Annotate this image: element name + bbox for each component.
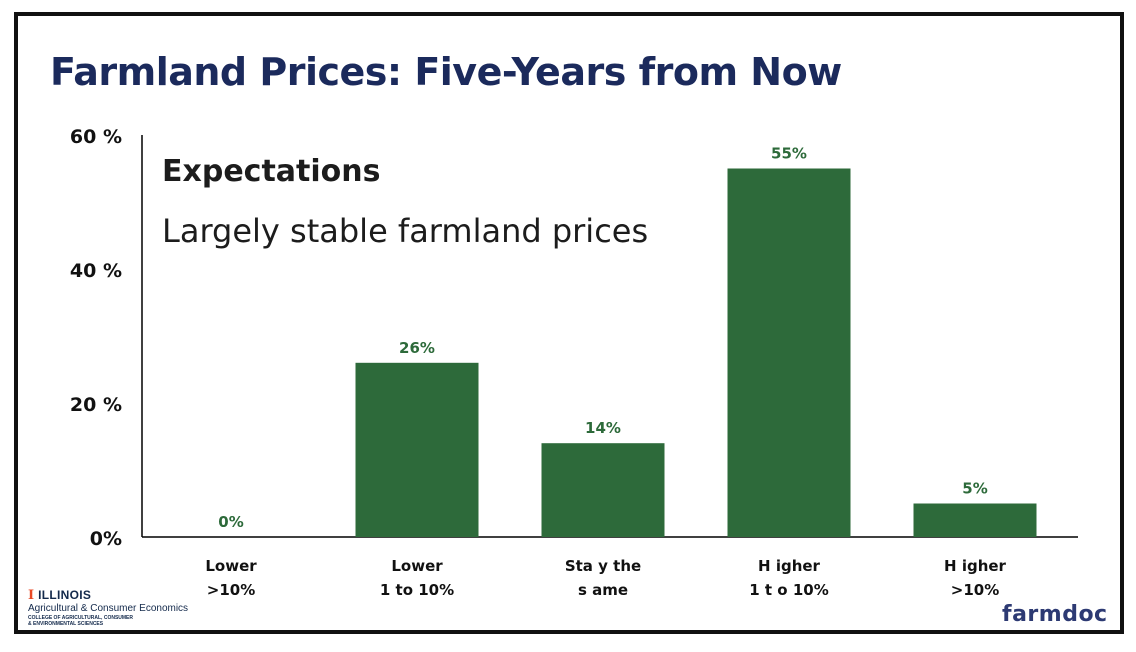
x-tick-label-4-line-1: H igher: [758, 557, 821, 575]
x-tick-label-5-line-2: >10%: [951, 581, 999, 599]
bar-5: [913, 503, 1037, 537]
data-label-5: 5%: [962, 480, 987, 498]
data-label-2: 26%: [399, 339, 435, 357]
bar-4: [727, 168, 851, 537]
data-label-1: 0%: [218, 513, 243, 531]
x-tick-label-4-line-2: 1 t o 10%: [749, 581, 828, 599]
x-tick-label-2-line-2: 1 to 10%: [380, 581, 454, 599]
slide-title: Farmland Prices: Five-Years from Now: [50, 50, 842, 94]
illinois-wordmark: ILLINOIS: [38, 588, 92, 602]
bar-chart: 0% 20 % 40 % 60 % 0% Lower >10% 26% Lower 1 to 10…: [70, 126, 1078, 599]
x-tick-label-3-line-1: Sta y the: [565, 557, 641, 575]
callout-heading: Expectations: [162, 154, 381, 189]
x-tick-label-1-line-2: >10%: [207, 581, 255, 599]
college-name-line-1: COLLEGE OF AGRICULTURAL, CONSUMER: [28, 615, 133, 621]
farmdoc-logo: farmdoc: [1002, 602, 1108, 627]
data-label-3: 14%: [585, 419, 621, 437]
y-tick-label: 20 %: [70, 394, 122, 416]
x-tick-label-1-line-1: Lower: [205, 557, 257, 575]
department-name: Agricultural & Consumer Economics: [28, 603, 189, 614]
bar-3: [541, 443, 665, 537]
y-tick-label: 0%: [90, 528, 122, 550]
x-tick-label-2-line-1: Lower: [391, 557, 443, 575]
callout-body: Largely stable farmland prices: [162, 212, 649, 250]
y-tick-label: 40 %: [70, 260, 122, 282]
bar-2: [355, 362, 479, 537]
college-name-line-2: & ENVIRONMENTAL SCIENCES: [28, 621, 104, 627]
illinois-logo: I ILLINOIS Agricultural & Consumer Econo…: [28, 588, 198, 627]
x-tick-label-5-line-1: H igher: [944, 557, 1007, 575]
x-tick-label-3-line-2: s ame: [578, 581, 628, 599]
illinois-block-i-icon: I: [28, 587, 35, 603]
y-tick-label: 60 %: [70, 126, 122, 148]
data-label-4: 55%: [771, 145, 807, 163]
slide: Farmland Prices: Five-Years from Now 0% 2…: [14, 12, 1124, 634]
